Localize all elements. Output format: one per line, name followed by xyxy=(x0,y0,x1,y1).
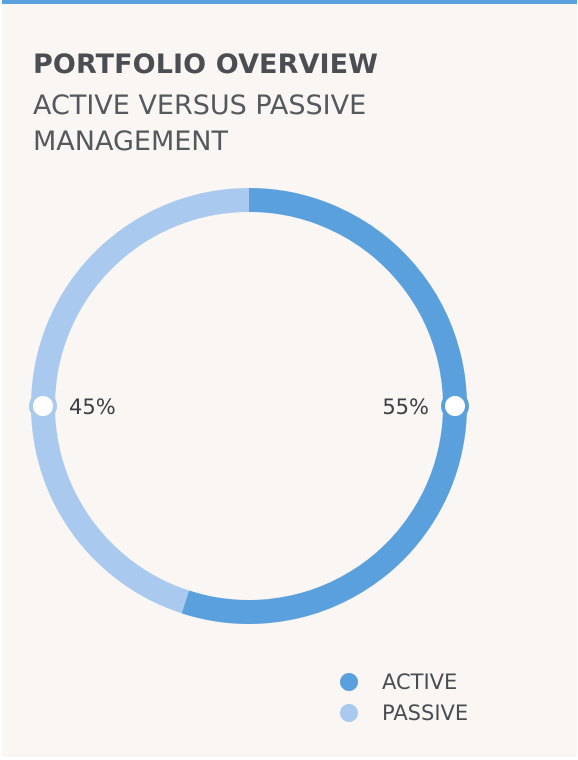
legend-swatch-passive xyxy=(340,703,358,722)
legend-label-passive: PASSIVE xyxy=(382,700,469,725)
marker-active-dot xyxy=(441,392,469,420)
legend-item-passive: PASSIVE xyxy=(340,697,468,728)
legend-swatch-active xyxy=(340,672,358,691)
chart-subtitle: ACTIVE VERSUS PASSIVE MANAGEMENT xyxy=(33,90,367,157)
legend-item-active: ACTIVE xyxy=(340,666,468,697)
marker-passive-dot xyxy=(29,392,57,420)
donut-segment-passive xyxy=(31,188,250,614)
marker-passive-label: 45% xyxy=(69,395,116,419)
donut-chart: 55% 45% xyxy=(29,188,469,624)
chart-legend: ACTIVE PASSIVE xyxy=(340,666,468,728)
chart-title: PORTFOLIO OVERVIEW xyxy=(33,49,379,80)
legend-label-active: ACTIVE xyxy=(382,669,458,694)
donut-segment-active xyxy=(181,188,467,624)
marker-active-label: 55% xyxy=(382,395,429,419)
